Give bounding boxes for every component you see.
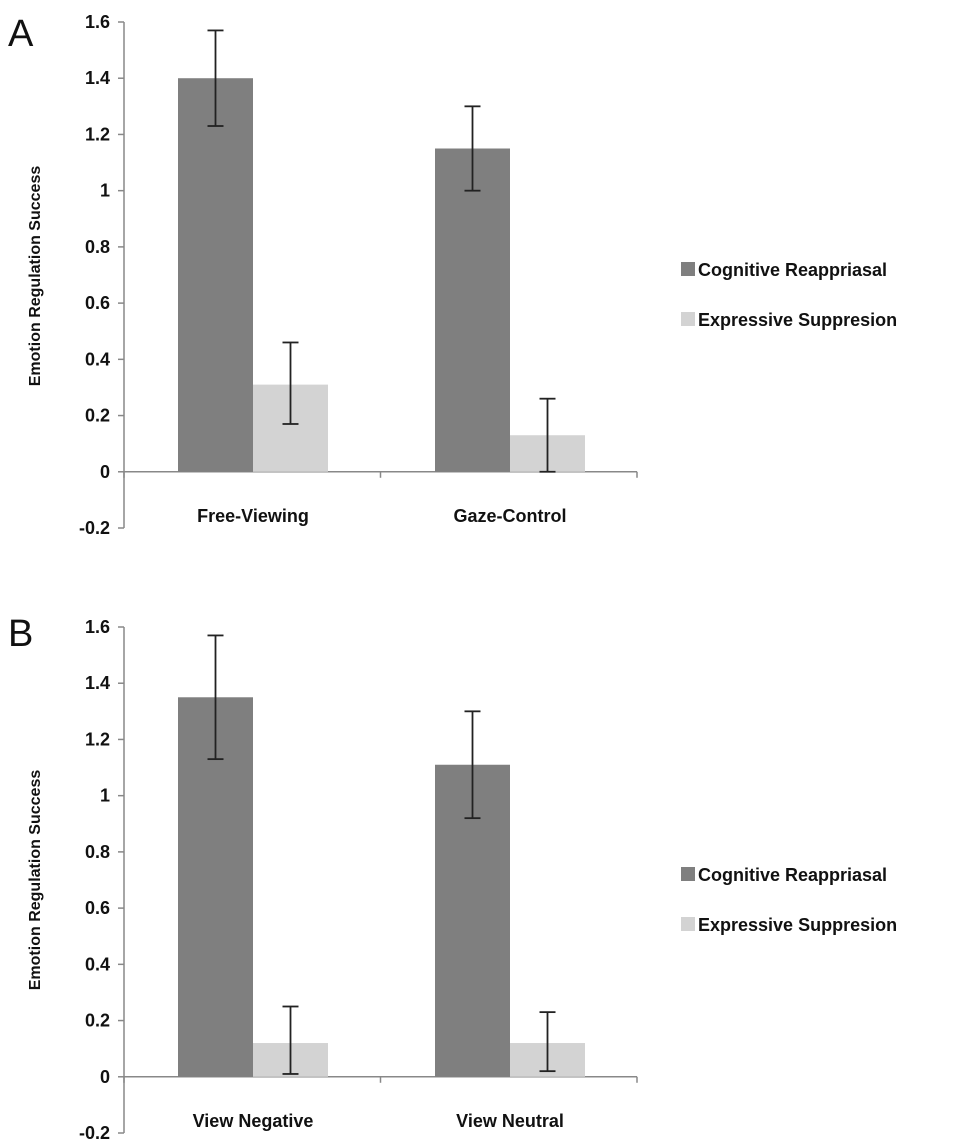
y-tick-label: 0.2 <box>85 1011 110 1031</box>
legend-label: Cognitive Reappriasal <box>698 260 887 280</box>
y-tick-label: 1.2 <box>85 729 110 749</box>
y-tick-label: 0.4 <box>85 954 110 974</box>
chart-panel-b: B -0.2 0 0.2 0.4 0.6 0.8 1 1.2 1.4 1.6 Emotion Regu… <box>8 613 897 1143</box>
bar-cognitive-reappriasal-free-viewing <box>178 78 253 472</box>
legend-swatch <box>681 312 695 326</box>
legend-label: Expressive Suppresion <box>698 310 897 330</box>
x-category-label: View Neutral <box>456 1111 564 1131</box>
bar-cognitive-reappriasal-view-negative <box>178 697 253 1077</box>
legend-label: Cognitive Reappriasal <box>698 865 887 885</box>
legend-label: Expressive Suppresion <box>698 915 897 935</box>
y-tick-label: 1 <box>100 181 110 201</box>
y-tick-label: -0.2 <box>79 1123 110 1143</box>
y-tick-label: 1.6 <box>85 12 110 32</box>
y-axis-label: Emotion Regulation Success <box>27 770 44 991</box>
y-tick-label: 0.4 <box>85 349 110 369</box>
bar-cognitive-reappriasal-gaze-control <box>435 148 510 472</box>
chart-panel-a: A -0.2 0 0.2 0.4 0.6 0.8 1 1.2 1.4 1.6 Emotion Regu… <box>8 12 897 538</box>
y-tick-label: 0.6 <box>85 898 110 918</box>
y-tick-label: 1.4 <box>85 673 110 693</box>
legend-swatch <box>681 262 695 276</box>
y-tick-label: 1.4 <box>85 68 110 88</box>
y-tick-label: 0.2 <box>85 406 110 426</box>
y-tick-label: 1.2 <box>85 124 110 144</box>
y-tick-label: -0.2 <box>79 518 110 538</box>
y-tick-label: 0.8 <box>85 842 110 862</box>
y-tick-label: 1 <box>100 786 110 806</box>
y-tick-label: 1.6 <box>85 617 110 637</box>
legend-swatch <box>681 867 695 881</box>
panel-label: B <box>8 613 33 655</box>
y-tick-label: 0.6 <box>85 293 110 313</box>
panel-label: A <box>8 13 34 55</box>
y-tick-label: 0 <box>100 462 110 482</box>
x-category-label: Gaze-Control <box>453 506 566 526</box>
y-tick-label: 0.8 <box>85 237 110 257</box>
x-category-label: View Negative <box>193 1111 314 1131</box>
legend-swatch <box>681 917 695 931</box>
y-axis-label: Emotion Regulation Success <box>27 166 44 387</box>
x-category-label: Free-Viewing <box>197 506 309 526</box>
y-tick-label: 0 <box>100 1067 110 1087</box>
